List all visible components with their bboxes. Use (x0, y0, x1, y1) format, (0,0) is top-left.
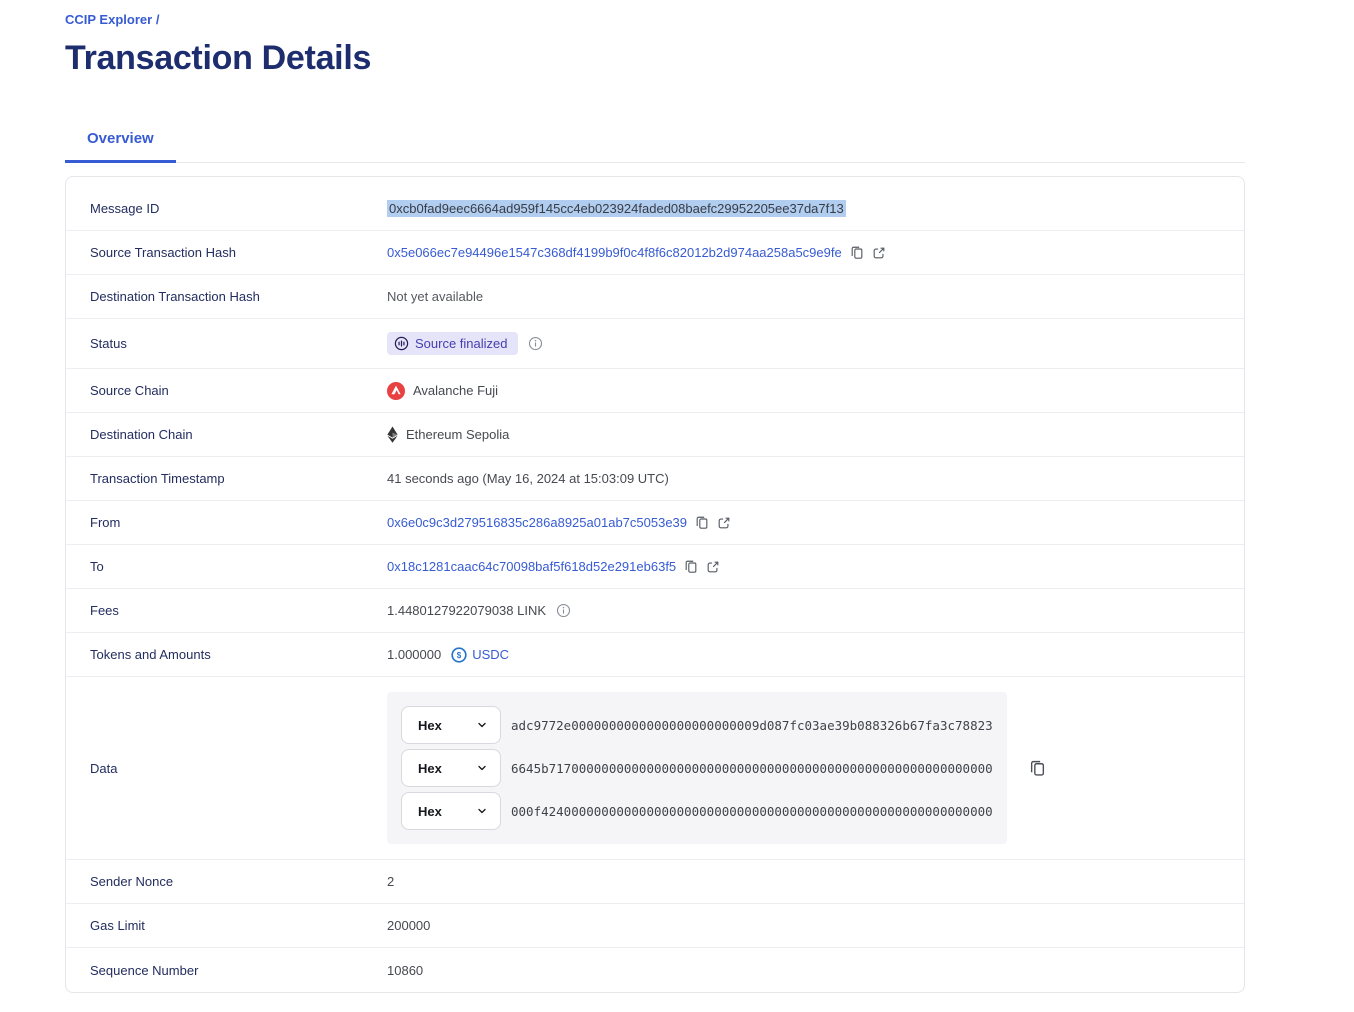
source-tx-hash-link[interactable]: 0x5e066ec7e94496e1547c368df4199b9f0c4f8f… (387, 245, 842, 260)
from-label: From (90, 515, 121, 530)
hex-format-value: Hex (418, 760, 442, 776)
copy-data-icon[interactable] (1029, 759, 1046, 777)
breadcrumb-link-ccip-explorer[interactable]: CCIP Explorer (65, 12, 153, 27)
row-from: From 0x6e0c9c3d279516835c286a8925a01ab7c… (66, 501, 1244, 545)
copy-icon[interactable] (684, 559, 698, 574)
external-link-icon[interactable] (717, 516, 731, 530)
breadcrumb: CCIP Explorer / (65, 12, 1245, 27)
token-symbol-link[interactable]: USDC (472, 647, 510, 662)
data-hex-box: Hex adc9772e0000000000000000000000009d08… (387, 692, 1007, 844)
chevron-down-icon (476, 719, 488, 731)
data-hex-line-2: 6645b71700000000000000000000000000000000… (511, 760, 993, 776)
dest-tx-hash-value: Not yet available (387, 289, 484, 304)
data-label: Data (90, 760, 118, 776)
data-hex-line-1: adc9772e0000000000000000000000009d087fc0… (511, 717, 993, 733)
source-finalized-icon (394, 336, 409, 351)
source-tx-hash-label: Source Transaction Hash (90, 245, 236, 260)
sequence-number-label: Sequence Number (90, 962, 199, 978)
timestamp-value: 41 seconds ago (May 16, 2024 at 15:03:09… (387, 471, 669, 486)
row-gas-limit: Gas Limit 200000 (66, 904, 1244, 948)
row-transaction-timestamp: Transaction Timestamp 41 seconds ago (Ma… (66, 457, 1244, 501)
copy-icon[interactable] (850, 245, 864, 260)
timestamp-label: Transaction Timestamp (90, 471, 225, 486)
data-line: Hex adc9772e0000000000000000000000009d08… (401, 706, 993, 744)
to-label: To (90, 559, 104, 574)
external-link-icon[interactable] (706, 560, 720, 574)
fees-info-icon[interactable] (556, 603, 571, 618)
sender-nonce-value: 2 (387, 874, 395, 889)
row-sender-nonce: Sender Nonce 2 (66, 860, 1244, 904)
hex-format-value: Hex (418, 717, 442, 733)
status-badge: Source finalized (387, 332, 518, 355)
chevron-down-icon (476, 762, 488, 774)
svg-text:$: $ (457, 651, 462, 660)
data-line: Hex 000f42400000000000000000000000000000… (401, 792, 993, 830)
from-address-link[interactable]: 0x6e0c9c3d279516835c286a8925a01ab7c5053e… (387, 515, 688, 530)
dest-chain-label: Destination Chain (90, 427, 193, 442)
dest-chain-value: Ethereum Sepolia (406, 427, 510, 442)
breadcrumb-separator: / (155, 12, 160, 27)
external-link-icon[interactable] (872, 246, 886, 260)
source-chain-label: Source Chain (90, 383, 169, 398)
usdc-logo-icon: $ (451, 646, 467, 663)
hex-format-select[interactable]: Hex (401, 749, 501, 787)
row-destination-chain: Destination Chain Ethereum Sepolia (66, 413, 1244, 457)
copy-icon[interactable] (695, 515, 709, 530)
message-id-label: Message ID (90, 201, 160, 216)
row-destination-transaction-hash: Destination Transaction Hash Not yet ava… (66, 275, 1244, 319)
row-message-id: Message ID 0xcb0fad9eec6664ad959f145cc4e… (66, 187, 1244, 231)
fees-label: Fees (90, 603, 119, 618)
source-chain-value: Avalanche Fuji (413, 383, 499, 398)
hex-format-select[interactable]: Hex (401, 706, 501, 744)
hex-format-select[interactable]: Hex (401, 792, 501, 830)
row-sequence-number: Sequence Number 10860 (66, 948, 1244, 992)
row-source-chain: Source Chain Avalanche Fuji (66, 369, 1244, 413)
sequence-number-value: 10860 (387, 962, 424, 978)
message-id-value: 0xcb0fad9eec6664ad959f145cc4eb023924fade… (387, 200, 846, 217)
gas-limit-label: Gas Limit (90, 918, 145, 933)
transaction-details-table: Message ID 0xcb0fad9eec6664ad959f145cc4e… (65, 176, 1245, 993)
status-badge-text: Source finalized (415, 336, 508, 351)
page-title: Transaction Details (65, 39, 372, 77)
row-source-transaction-hash: Source Transaction Hash 0x5e066ec7e94496… (66, 231, 1244, 275)
tab-overview[interactable]: Overview (65, 118, 176, 163)
chevron-down-icon (476, 805, 488, 817)
tokens-label: Tokens and Amounts (90, 647, 211, 662)
row-fees: Fees 1.4480127922079038 LINK (66, 589, 1244, 633)
tab-bar: Overview (65, 118, 1245, 163)
ethereum-logo-icon (387, 426, 398, 443)
fees-value: 1.4480127922079038 LINK (387, 603, 547, 618)
row-to: To 0x18c1281caac64c70098baf5f618d52e291e… (66, 545, 1244, 589)
status-info-icon[interactable] (528, 336, 543, 351)
data-hex-line-3: 000f424000000000000000000000000000000000… (511, 803, 993, 819)
status-label: Status (90, 336, 127, 351)
row-data: Data Hex adc9772e00000000000000000000000… (66, 677, 1244, 860)
to-address-link[interactable]: 0x18c1281caac64c70098baf5f618d52e291eb63… (387, 559, 677, 574)
row-tokens-and-amounts: Tokens and Amounts 1.000000 $ USDC (66, 633, 1244, 677)
avalanche-logo-icon (387, 381, 405, 400)
sender-nonce-label: Sender Nonce (90, 874, 174, 889)
hex-format-value: Hex (418, 803, 442, 819)
gas-limit-value: 200000 (387, 918, 431, 933)
data-line: Hex 6645b7170000000000000000000000000000… (401, 749, 993, 787)
token-amount-value: 1.000000 (387, 647, 442, 662)
dest-tx-hash-label: Destination Transaction Hash (90, 289, 260, 304)
row-status: Status Source finalized (66, 319, 1244, 369)
